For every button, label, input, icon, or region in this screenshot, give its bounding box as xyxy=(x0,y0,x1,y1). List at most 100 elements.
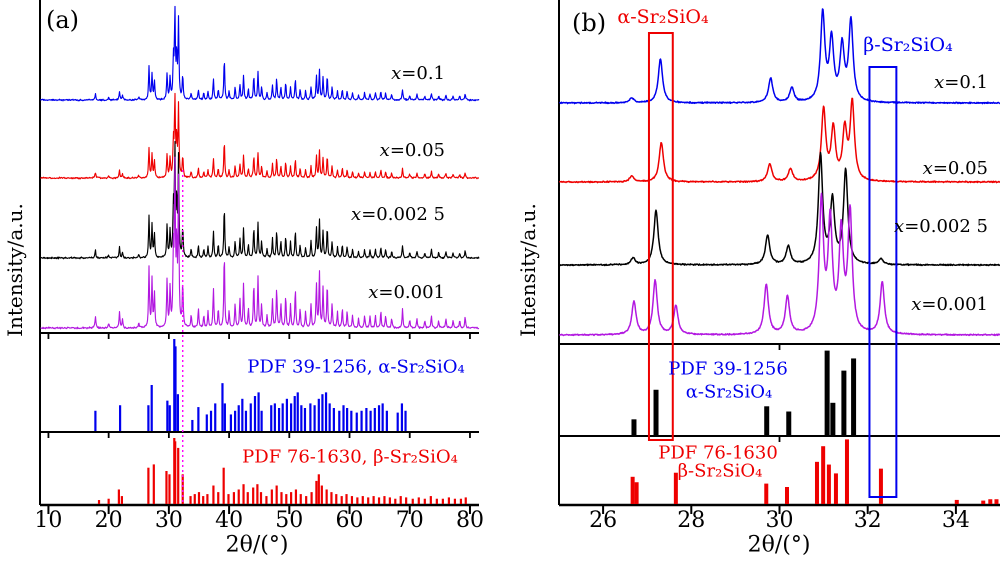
panel-a-ref1-bar xyxy=(365,408,368,431)
panel-a-ref1-bar xyxy=(241,398,244,431)
panel-a-ref2-bar xyxy=(181,474,184,504)
panel-a-ref2-bar xyxy=(372,496,375,504)
panel-a-ref2-bar xyxy=(441,498,444,504)
panel-a-ref1-bar xyxy=(293,396,296,431)
panel-a-ref2-bar xyxy=(197,492,201,504)
panel-a-ref1-bar xyxy=(118,405,122,431)
panel-a-ref1-bar xyxy=(373,408,376,431)
panel-a-ref1-bar xyxy=(191,419,194,431)
panel-b-ref2-bar xyxy=(630,476,635,504)
panel-a-ref2-bar xyxy=(212,485,215,504)
panel-a-ref2-bar xyxy=(305,496,308,504)
panel-a-x-tick-label: 50 xyxy=(275,508,304,533)
beta-phase-box xyxy=(868,66,898,498)
panel-a-ref1-bar xyxy=(369,410,372,431)
panel-a-ref2-bar xyxy=(335,494,338,504)
panel-a-ref1-bar xyxy=(150,385,153,431)
panel-a-ref2-bar xyxy=(299,494,302,504)
panel-a-ref1-bar xyxy=(174,346,177,431)
panel-a-ref1-bar xyxy=(317,398,320,431)
panel-a-ref1-bar xyxy=(173,339,176,431)
panel-a-ref1-bar xyxy=(257,392,260,431)
panel-a-x-tick-label: 40 xyxy=(215,508,244,533)
panel-a-x-tick-label: 80 xyxy=(455,508,484,533)
panel-a-ref2-bar xyxy=(189,496,192,504)
panel-a-ref1-bar xyxy=(355,412,358,431)
panel-a-ref1-bar xyxy=(381,403,384,431)
panel-b-ref-pdf391256-line2: α-Sr₂SiO₄ xyxy=(685,381,773,403)
alpha-phase-box xyxy=(647,32,674,441)
panel-b-ref1-bar xyxy=(851,358,857,435)
panel-b-curve-label-x0p001: x=0.001 xyxy=(911,294,988,315)
panel-b-x-tick-label: 28 xyxy=(677,508,706,533)
panel-a-ref1-bar xyxy=(253,396,257,431)
panel-a-ref1-bar xyxy=(332,408,335,431)
panel-b-ref-pdf761630-line2: β-Sr₂SiO₄ xyxy=(677,460,763,482)
panel-a-ref2-bar xyxy=(97,500,101,504)
panel-a-x-tick-label: 30 xyxy=(154,508,183,533)
panel-a-ref1-bar xyxy=(350,410,353,431)
panel-a-ref2-bar xyxy=(405,497,408,504)
panel-a-ref1-bar xyxy=(328,403,331,431)
panel-a-ref2-bar xyxy=(294,489,298,504)
panel-a-ref1-bar xyxy=(404,410,407,431)
panel-b-x-tick-label: 30 xyxy=(765,508,794,533)
panel-b-ref2-bar xyxy=(764,483,769,504)
panel-a-ref1-bar xyxy=(237,405,240,431)
panel-a-ref1-bar xyxy=(281,403,284,431)
panel-b-ref2-bar xyxy=(634,482,639,504)
panel-b-curve-x00025 xyxy=(559,151,1000,267)
panel-a-ref1-bar xyxy=(338,410,341,431)
panel-b-y-axis-title: Intensity/a.u. xyxy=(516,203,540,337)
panel-a-ref2-bar xyxy=(453,498,457,504)
panel-a-ref1-bar xyxy=(303,408,307,431)
panel-a-ref2-bar xyxy=(246,492,249,504)
panel-a-ref1-bar xyxy=(309,403,312,431)
panel-a-ref1-bar xyxy=(360,410,363,431)
panel-b-ref2-bar xyxy=(981,500,986,504)
panel-b-curve-label-x0p0025: x=0.002 5 xyxy=(894,216,988,237)
panel-b-ref1-bar xyxy=(841,370,847,435)
panel-b-x-tick-label: 26 xyxy=(589,508,618,533)
panel-a-ref1-bar xyxy=(168,405,171,431)
panel-a-ref2-bar xyxy=(217,492,220,504)
panel-a-ref2-bar xyxy=(147,467,150,504)
panel-a-ref1-bar xyxy=(205,414,208,431)
panel-a-ref2-bar xyxy=(464,497,467,504)
panel-b-ref2-bar xyxy=(833,473,838,504)
panel-a-x-axis-title: 2θ/(°) xyxy=(225,532,289,558)
panel-b-ref1-bar xyxy=(830,402,836,435)
panel-a-ref1-bar xyxy=(260,410,263,431)
panel-b-curve-x01 xyxy=(558,8,1000,105)
panel-a-ref2-bar xyxy=(227,494,230,504)
panel-a-ref2-bar xyxy=(417,497,420,504)
panel-a-ref2-bar xyxy=(310,492,313,504)
panel-a-ref1-bar xyxy=(324,392,328,431)
panel-a-ref2-bar xyxy=(345,494,348,504)
panel-a-ref2-bar xyxy=(399,496,402,504)
panel-b-curve-label-x0p1: x=0.1 xyxy=(934,72,988,93)
panel-a-curve-x01 xyxy=(40,5,480,102)
panel-b-beta-phase-label: β-Sr₂SiO₄ xyxy=(863,34,953,56)
panel-a-ref2-bar xyxy=(356,497,359,504)
panel-a-curve-x0001 xyxy=(40,156,480,330)
panel-a-curve-x00025 xyxy=(40,140,480,260)
panel-a-ref2-bar xyxy=(280,492,283,504)
panel-a-ref2-bar xyxy=(459,498,463,504)
panel-a-ref2-bar xyxy=(317,474,320,504)
panel-a-ref1-bar xyxy=(290,403,293,431)
panel-b-ref2-bar xyxy=(878,468,883,504)
panel-a-ref2-bar xyxy=(377,497,381,504)
panel-a-ref2-bar xyxy=(411,498,414,504)
panel-a-ref1-bar xyxy=(321,394,324,431)
panel-a-ref2-bar xyxy=(361,496,364,504)
panel-a-ref1-bar xyxy=(400,403,404,431)
panel-a-ref2-bar xyxy=(270,489,273,504)
panel-a-ref2-bar xyxy=(222,467,225,504)
panel-a-ref1-bar xyxy=(209,410,213,431)
panel-a-ref2-bar xyxy=(107,498,110,504)
panel-a-ref2-bar xyxy=(275,485,278,504)
panel-b-ref1-bar xyxy=(764,406,770,435)
panel-a-ref2-bar xyxy=(383,496,386,504)
panel-a-curve-label-x0p05: x=0.05 xyxy=(379,140,445,161)
